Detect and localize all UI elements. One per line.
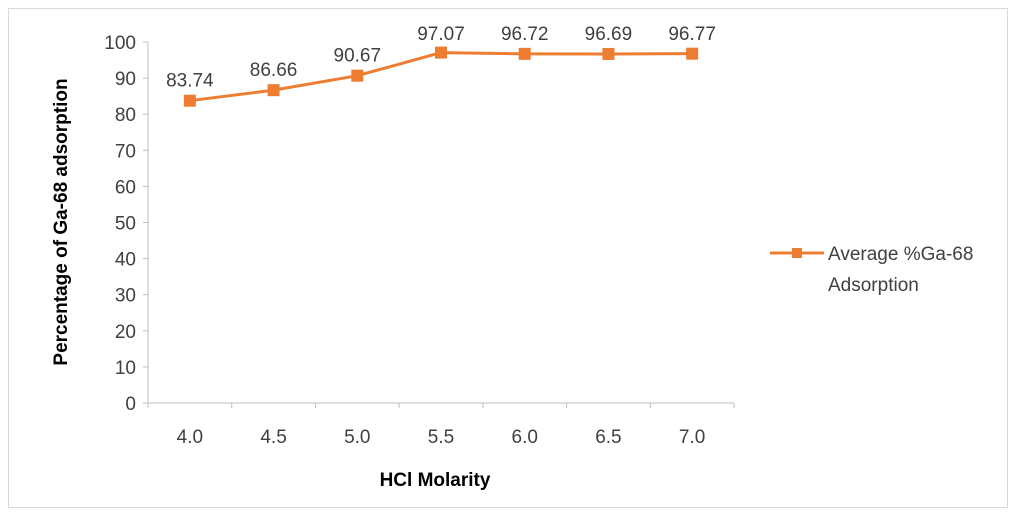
x-tick-label: 6.5 [595,427,621,448]
data-point-marker [518,47,531,60]
y-tick-label: 80 [115,105,136,126]
data-point-marker [267,84,280,97]
chart-frame [8,8,1008,508]
y-tick-label: 10 [115,358,136,379]
series-layer [183,46,699,107]
x-axis-title: HCl Molarity [380,470,491,491]
legend-label-line-1: Average %Ga-68 [828,244,973,265]
data-label: 96.72 [501,24,549,45]
data-point-marker [686,47,699,60]
y-tick-label: 70 [115,141,136,162]
data-label: 86.66 [250,60,298,81]
data-point-marker [351,69,364,82]
data-labels: 83.74 86.66 90.67 97.07 96.72 96.69 96.77 [166,24,716,92]
y-tick-label: 30 [115,286,136,307]
data-point-marker [602,47,615,60]
x-tick-label: 5.0 [344,427,370,448]
data-label: 96.77 [668,24,716,45]
data-label: 97.07 [417,24,465,45]
data-point-marker [183,94,196,107]
x-tick-label: 7.0 [679,427,705,448]
y-tick-label: 20 [115,322,136,343]
legend-marker-swatch [792,248,802,258]
x-tick-label: 4.5 [260,427,286,448]
data-label: 83.74 [166,71,214,92]
x-tick-label: 5.5 [428,427,454,448]
y-tick-label: 60 [115,177,136,198]
y-tick-label: 40 [115,250,136,271]
x-tick-labels: 4.0 4.5 5.0 5.5 6.0 6.5 7.0 [147,403,735,448]
legend-label-line-2: Adsorption [828,275,919,296]
x-tick-label: 6.0 [512,427,538,448]
y-tick-label: 100 [104,33,136,54]
y-tick-label: 0 [125,394,136,415]
y-axis-title: Percentage of Ga-68 adsorption [51,78,72,365]
data-point-marker [435,46,447,59]
y-tick-label: 50 [115,214,136,235]
y-tick-labels: 0 10 20 30 40 50 60 70 80 90 100 [104,33,148,415]
data-label: 96.69 [585,24,633,45]
data-label: 90.67 [334,46,382,67]
legend: Average %Ga-68 Adsorption [770,244,973,296]
x-tick-label: 4.0 [177,427,203,448]
y-tick-label: 90 [115,69,136,90]
